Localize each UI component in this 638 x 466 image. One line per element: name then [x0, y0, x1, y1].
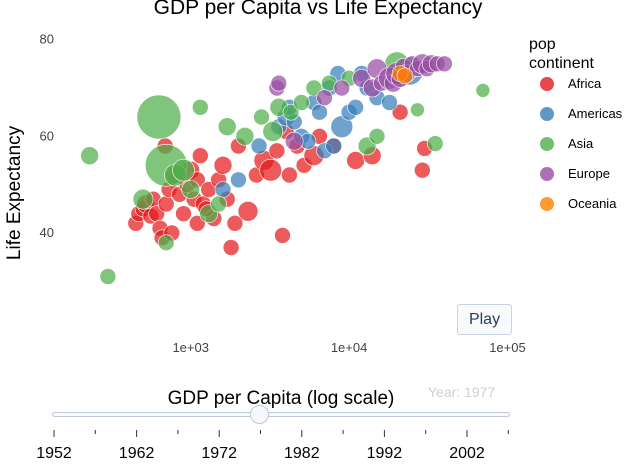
data-point-africa	[237, 201, 259, 222]
data-point-europe	[333, 79, 351, 97]
slider-tick-label: 1992	[367, 445, 403, 462]
legend-marker-asia	[540, 137, 554, 151]
data-point-africa	[413, 161, 431, 179]
data-point-africa	[222, 239, 240, 256]
data-point-africa	[281, 166, 298, 184]
data-point-americas	[230, 171, 247, 189]
data-point-americas	[311, 103, 328, 121]
data-point-asia	[262, 121, 284, 142]
legend-label-oceania: Oceania	[568, 196, 617, 211]
slider-tick-label: 2002	[449, 445, 485, 462]
data-point-africa	[157, 195, 175, 213]
data-point-africa	[192, 147, 209, 164]
current-frame-label: Year: 1977	[428, 384, 496, 400]
data-point-americas	[381, 94, 398, 111]
data-point-asia	[235, 127, 255, 146]
year-slider-ticks: 1952 1962 1972 1982 1992 2002	[36, 430, 509, 462]
slider-tick-label: 1962	[119, 445, 155, 462]
legend-marker-africa	[540, 77, 554, 91]
legend-label-europe: Europe	[568, 166, 610, 181]
data-point-africa	[226, 215, 244, 232]
y-tick-label: 60	[40, 128, 54, 143]
data-point-asia	[475, 83, 491, 98]
data-point-asia	[426, 135, 444, 152]
x-axis-label: GDP per Capita (log scale)	[168, 388, 395, 409]
data-point-asia	[136, 94, 182, 140]
year-slider-handle[interactable]	[250, 405, 269, 424]
data-point-asia	[410, 102, 425, 118]
data-point-americas	[325, 137, 343, 155]
year-slider-track[interactable]	[52, 412, 510, 417]
data-point-americas	[214, 181, 232, 198]
y-axis-ticks: 40 60 80	[40, 32, 54, 240]
chart-title: GDP per Capita vs Life Expectancy	[154, 0, 483, 19]
data-point-africa	[274, 227, 291, 244]
legend: pop continent Africa Americas Asia Europe Oce…	[529, 36, 623, 211]
data-point-asia	[253, 108, 270, 126]
data-point-asia	[181, 180, 200, 199]
data-point-asia	[132, 188, 154, 210]
data-point-asia	[192, 99, 209, 116]
data-point-asia	[157, 234, 175, 251]
data-point-africa	[346, 151, 365, 170]
data-point-asia	[210, 195, 227, 213]
x-tick-label: 1e+05	[489, 340, 526, 355]
data-point-africa	[268, 142, 286, 160]
x-tick-label: 1e+03	[172, 340, 209, 355]
y-tick-label: 40	[40, 225, 54, 240]
data-point-asia	[99, 268, 117, 285]
data-point-africa	[391, 103, 409, 121]
y-tick-label: 80	[40, 32, 54, 47]
data-point-europe	[316, 89, 333, 106]
legend-title: pop continent	[529, 36, 594, 72]
legend-marker-oceania	[540, 197, 554, 211]
data-point-africa	[259, 158, 283, 182]
data-point-americas	[250, 137, 268, 155]
play-button[interactable]: Play	[457, 304, 512, 335]
slider-tick-label: 1982	[284, 445, 320, 462]
legend-label-africa: Africa	[568, 76, 602, 91]
slider-tick-label: 1952	[36, 445, 72, 462]
data-point-asia	[217, 117, 237, 136]
data-point-europe	[436, 55, 453, 73]
data-point-africa	[175, 205, 192, 222]
data-point-asia	[305, 79, 323, 97]
data-point-asia	[80, 146, 99, 165]
data-points	[80, 51, 491, 285]
data-point-americas	[347, 99, 364, 116]
slider-tick-label: 1972	[201, 445, 237, 462]
data-point-asia	[368, 128, 386, 145]
data-point-oceania	[396, 67, 414, 85]
data-point-asia	[293, 94, 310, 111]
data-point-europe	[270, 74, 288, 92]
x-axis-ticks: 1e+03 1e+04 1e+05	[172, 340, 525, 355]
data-point-europe	[284, 131, 304, 151]
y-axis-label: Life Expectancy	[4, 125, 25, 260]
data-point-asia	[282, 103, 300, 121]
legend-label-americas: Americas	[568, 106, 623, 121]
data-point-asia	[172, 158, 195, 182]
x-tick-label: 1e+04	[331, 340, 368, 355]
legend-marker-americas	[540, 107, 554, 121]
legend-label-asia: Asia	[568, 136, 594, 151]
data-point-africa	[213, 156, 233, 175]
legend-marker-europe	[540, 167, 554, 181]
